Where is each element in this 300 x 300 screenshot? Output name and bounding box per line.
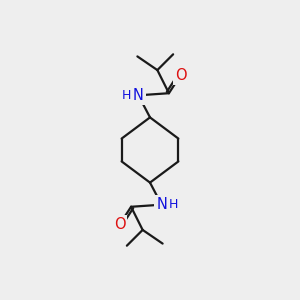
Text: O: O [114,217,125,232]
Text: N: N [156,197,167,212]
Text: H: H [122,89,132,102]
Text: N: N [133,88,144,103]
Text: O: O [175,68,186,83]
Text: H: H [168,198,178,211]
